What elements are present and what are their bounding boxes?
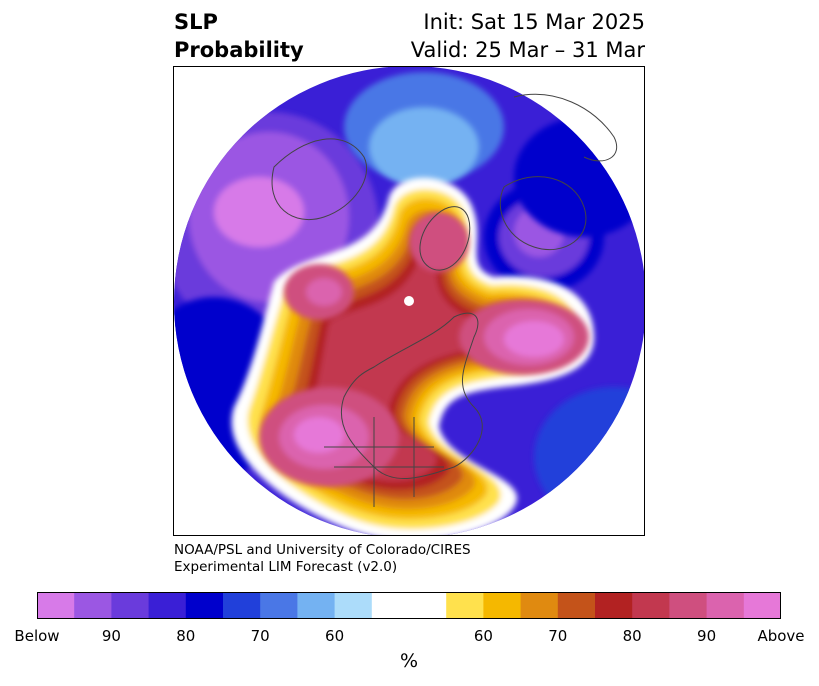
colorbar-tick-label: 70 [250,627,270,645]
colorbar-tick-label: 80 [622,627,642,645]
colorbar-swatch [297,592,336,619]
title-type: Probability [174,38,304,62]
colorbar-tick-label: 60 [473,627,493,645]
colorbar-border [37,592,781,619]
probability-map [174,67,644,535]
colorbar-swatch [557,592,596,619]
colorbar-swatch [74,592,112,619]
colorbar-tick-label: 80 [176,627,196,645]
colorbar-swatch [446,592,484,619]
title-left: SLP Probability [174,8,304,64]
colorbar-swatch [260,592,298,619]
colorbar-swatch [483,592,522,619]
colorbar-tick-label: Below [14,627,60,645]
colorbar-swatch [743,592,781,619]
valid-range: Valid: 25 Mar – 31 Mar [410,38,645,62]
colorbar-swatches [37,592,781,619]
colorbar-tick-label: 90 [101,627,121,645]
init-date: Init: Sat 15 Mar 2025 [423,10,645,34]
colorbar-swatch [520,592,559,619]
colorbar-swatch [706,592,745,619]
colorbar-swatch [223,592,261,619]
colorbar-swatch [371,592,410,619]
colorbar-swatch [409,592,447,619]
map-frame [173,66,645,536]
colorbar-swatch [148,592,187,619]
colorbar-tick-label: 70 [548,627,568,645]
colorbar-swatch [37,592,75,619]
title-right: Init: Sat 15 Mar 2025 Valid: 25 Mar – 31… [411,8,645,64]
colorbar [37,592,781,619]
forecast-field [174,67,644,535]
north-pole-marker [404,296,414,306]
colorbar-swatch [632,592,670,619]
colorbar-swatch [669,592,708,619]
credit-line1: NOAA/PSL and University of Colorado/CIRE… [174,542,471,558]
colorbar-tick-label: 90 [697,627,717,645]
colorbar-unit: % [399,650,419,672]
colorbar-swatch [111,592,150,619]
above-cores [259,212,589,487]
colorbar-swatch [334,592,373,619]
colorbar-swatch [185,592,224,619]
credit-line2: Experimental LIM Forecast (v2.0) [174,559,398,575]
credit: NOAA/PSL and University of Colorado/CIRE… [174,542,471,576]
title-variable: SLP [174,10,218,34]
colorbar-tick-label: 60 [325,627,345,645]
coastlines [271,93,618,507]
colorbar-swatch [595,592,633,619]
colorbar-tick-label: Above [757,627,805,645]
